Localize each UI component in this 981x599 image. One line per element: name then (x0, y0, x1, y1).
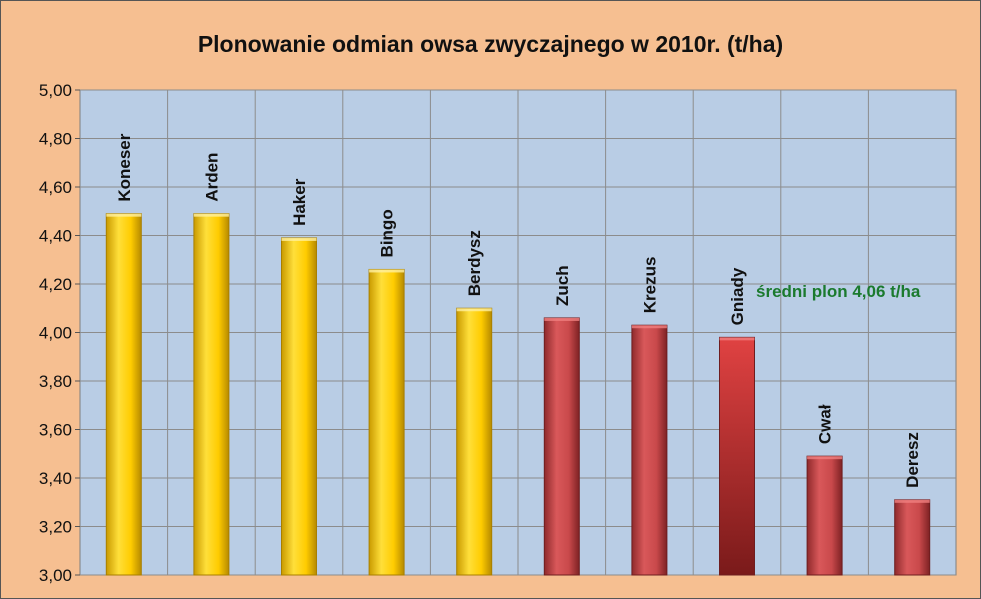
bar-8 (806, 455, 843, 576)
y-tick-label: 3,40 (39, 469, 72, 488)
y-tick-label: 4,20 (39, 275, 72, 294)
bar-label: Koneser (115, 133, 134, 201)
bar-2 (281, 237, 317, 576)
bar-9 (894, 499, 931, 576)
bar-1 (193, 213, 230, 576)
bar-top-highlight (544, 317, 580, 321)
bar-label: Deresz (903, 432, 922, 488)
bar-label: Gniady (728, 267, 747, 325)
bar-7 (719, 336, 755, 576)
bar-top-highlight (456, 308, 492, 312)
bar-top-highlight (719, 337, 755, 341)
y-tick-label: 4,80 (39, 130, 72, 149)
bar-top-highlight (807, 456, 843, 460)
average-yield-annotation: średni plon 4,06 t/ha (756, 282, 921, 301)
bar-6 (631, 324, 668, 576)
bars (105, 213, 931, 576)
chart-title: Plonowanie odmian owsa zwyczajnego w 201… (197, 31, 784, 57)
y-tick-label: 3,80 (39, 372, 72, 391)
y-axis: 3,00 3,20 3,40 3,60 3,80 4,00 4,20 4,40 4,60 4,80… (39, 81, 80, 585)
bar-5 (543, 317, 580, 576)
bar-top-highlight (894, 499, 930, 503)
y-tick-label: 4,40 (39, 227, 72, 246)
y-tick-label: 4,00 (39, 324, 72, 343)
bar-4 (456, 307, 493, 576)
bar-3 (368, 268, 405, 576)
y-tick-label: 3,20 (39, 518, 72, 537)
bar-top-highlight (281, 237, 317, 241)
bar-label: Haker (290, 178, 309, 226)
bar-labels: Koneser Arden Haker Bingo Berdysz Zuch Krezus G… (115, 133, 922, 488)
bar-top-highlight (106, 213, 142, 217)
bar-top-highlight (631, 325, 667, 329)
bar-label: Arden (202, 153, 221, 202)
bar-label: Cwał (816, 404, 835, 444)
bar-top-highlight (369, 269, 405, 273)
bar-0 (105, 213, 142, 576)
bar-label: Zuch (553, 265, 572, 306)
bar-label: Krezus (640, 257, 659, 314)
bar-top-highlight (193, 213, 229, 217)
bar-label: Berdysz (465, 230, 484, 296)
bar-label: Bingo (378, 209, 397, 257)
y-tick-label: 5,00 (39, 81, 72, 100)
y-tick-label: 4,60 (39, 178, 72, 197)
y-tick-label: 3,00 (39, 566, 72, 585)
y-tick-label: 3,60 (39, 421, 72, 440)
